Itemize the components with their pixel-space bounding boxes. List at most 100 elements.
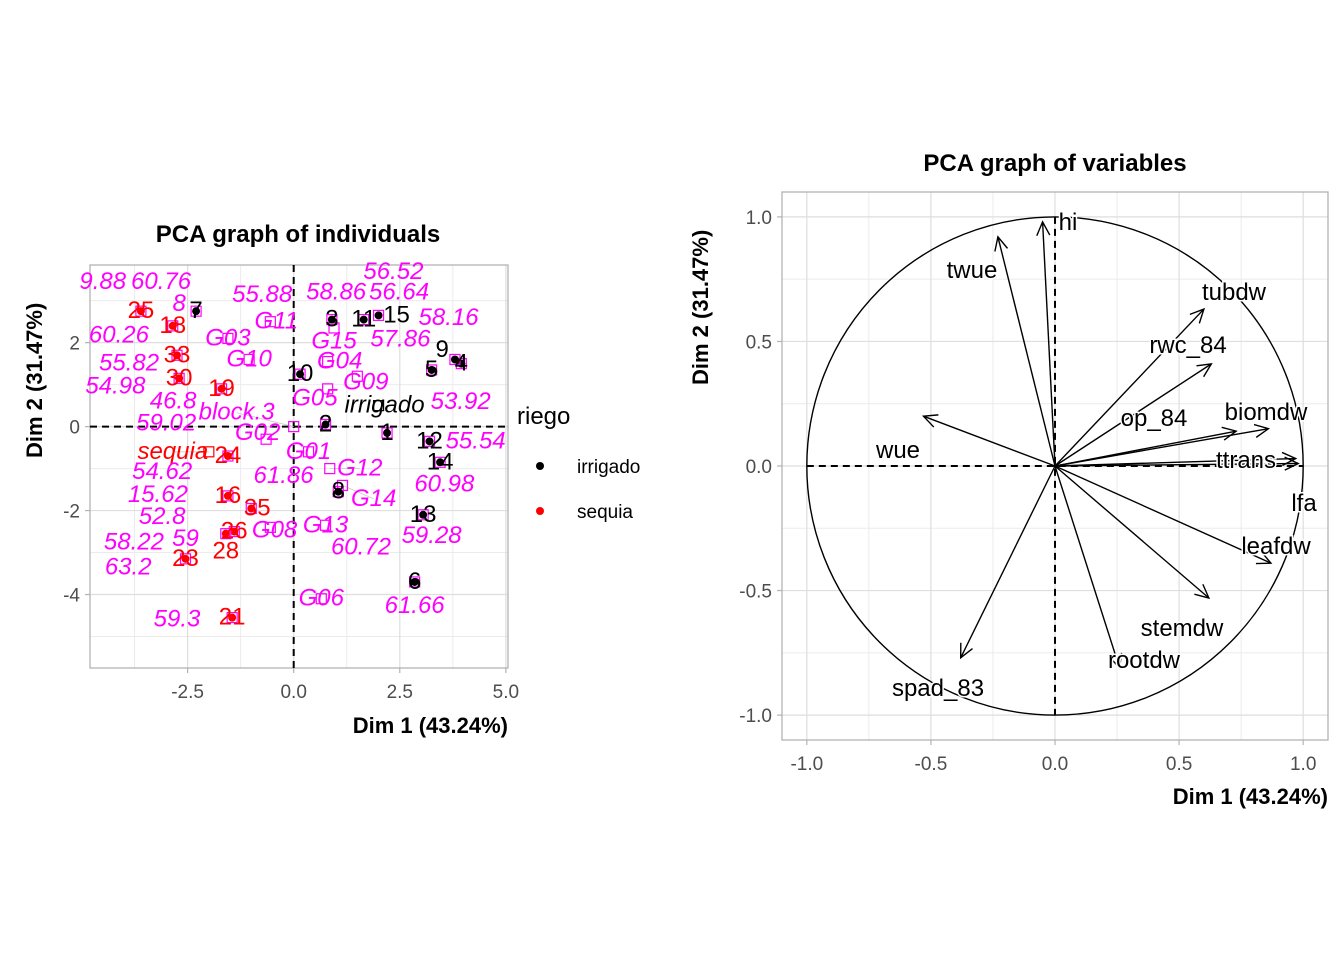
y-tick-label: -4 — [63, 586, 80, 607]
supplementary-point — [328, 322, 340, 334]
individual-point-frame — [332, 486, 344, 498]
supplementary-quanti-label: 55.88 — [232, 281, 293, 308]
x-tick-label: 5.0 — [493, 682, 519, 703]
arrow-head — [921, 414, 939, 428]
supplementary-label: G13 — [303, 511, 349, 538]
arrow-shaft — [923, 415, 1056, 467]
individual-point-frame — [215, 383, 228, 395]
individual-label: 13 — [410, 501, 437, 528]
supplementary-point — [351, 370, 363, 382]
individual-point-frame — [326, 313, 338, 326]
y-tick-label: -1.0 — [739, 706, 772, 727]
legend-title: riego — [517, 403, 570, 430]
individual-point — [217, 384, 226, 393]
variable-arrow-biomdw — [1054, 426, 1238, 467]
individual-point-frame — [358, 313, 370, 326]
legend-label-irrigado: irrigado — [577, 457, 640, 478]
variable-arrow-twue — [994, 235, 1056, 467]
individual-label: 11 — [351, 306, 376, 333]
supplementary-quanti-label: 8 — [172, 290, 186, 317]
supplementary-label: G08 — [252, 517, 298, 544]
x-tick-label: 0.5 — [1166, 754, 1192, 775]
individual-label: 5 — [425, 356, 438, 383]
individual-label: 26 — [221, 518, 248, 545]
supplementary-quanti-label: 56.52 — [363, 258, 423, 285]
supplementary-point — [322, 383, 334, 395]
x-tick-label: -0.5 — [915, 754, 948, 775]
supplementary-point — [222, 332, 234, 345]
individuals-title: PCA graph of individuals — [156, 221, 440, 248]
individual-label: 2 — [319, 411, 332, 438]
variables-ylabel: Dim 2 (31.47%) — [688, 230, 713, 385]
y-tick-label: 0.0 — [746, 457, 772, 478]
supplementary-quanti-label: 59.28 — [402, 522, 463, 549]
variable-label: spad_83 — [892, 675, 984, 702]
variable-arrow-rootdw — [1054, 465, 1123, 670]
individual-label: 12 — [416, 427, 443, 454]
individual-point — [230, 527, 239, 536]
supplementary-point — [324, 462, 336, 475]
individual-label: 16 — [215, 482, 242, 509]
individual-point-frame — [190, 305, 202, 317]
individual-point-frame — [455, 358, 467, 370]
individual-label: 33 — [164, 341, 191, 368]
individual-point — [457, 359, 466, 368]
supplementary-quanti-label: 59.3 — [154, 606, 201, 633]
individual-label: 25 — [128, 297, 155, 324]
individual-label: 23 — [172, 545, 199, 572]
label-leader-line — [236, 412, 294, 428]
individual-point — [192, 307, 201, 316]
variable-arrow-tubdw — [1054, 307, 1206, 467]
individual-point-frame — [449, 353, 461, 366]
supplementary-quanti-label: 63.2 — [105, 553, 152, 580]
arrow-head — [959, 642, 973, 660]
legend-key-sequia — [536, 507, 544, 515]
x-tick-label: 1.0 — [1290, 754, 1316, 775]
supplementary-label: G02 — [235, 419, 280, 446]
individual-point — [436, 458, 445, 467]
y-tick-label: -2 — [63, 502, 80, 523]
supplementary-label: G11 — [255, 308, 299, 335]
individual-label: 10 — [287, 360, 314, 387]
individual-point-frame — [135, 305, 147, 317]
variables-title: PCA graph of variables — [923, 150, 1186, 177]
individual-label: 7 — [189, 297, 202, 324]
x-tick-label: 0.0 — [1042, 754, 1068, 775]
variable-label: leafdw — [1241, 533, 1311, 560]
individual-point-frame — [434, 456, 446, 468]
supplementary-label: G04 — [317, 348, 362, 375]
variable-arrow-spad-83 — [959, 465, 1056, 660]
supplementary-point — [288, 421, 300, 433]
individual-label: 14 — [427, 448, 454, 475]
individual-point-frame — [294, 368, 306, 380]
variable-label: biomdw — [1225, 399, 1308, 426]
individual-label: 8 — [332, 478, 345, 505]
y-tick-label: 0 — [69, 418, 80, 439]
individual-point — [425, 437, 434, 446]
individual-point — [321, 420, 330, 429]
individual-point-frame — [171, 349, 183, 361]
legend: riego irrigado sequia — [517, 403, 640, 523]
individuals-grid — [90, 265, 508, 668]
arrow-shaft — [1054, 430, 1237, 467]
variable-label: wue — [875, 437, 920, 464]
arrow-shaft — [960, 465, 1056, 659]
arrow-head — [1036, 220, 1051, 236]
arrow-head — [1253, 423, 1271, 438]
individuals-points — [135, 305, 467, 624]
individual-label: 28 — [212, 538, 239, 565]
variable-arrow-rwc-84 — [1054, 362, 1213, 467]
supplementary-quanti-label: 52.8 — [139, 503, 186, 530]
x-tick-label: -1.0 — [790, 754, 823, 775]
arrow-head — [1194, 583, 1211, 600]
supplementary-label: G10 — [226, 345, 272, 372]
variable-arrow-wue — [921, 414, 1056, 467]
supplementary-quanti-label: 59.02 — [136, 410, 196, 437]
variable-label: twue — [947, 257, 998, 284]
arrow-head — [1189, 307, 1206, 324]
individuals-ylabel: Dim 2 (31.47%) — [22, 303, 47, 458]
supplementary-point — [302, 446, 315, 458]
individual-point-frame — [319, 418, 332, 431]
individual-point-frame — [372, 309, 385, 321]
individual-point-frame — [179, 553, 192, 565]
